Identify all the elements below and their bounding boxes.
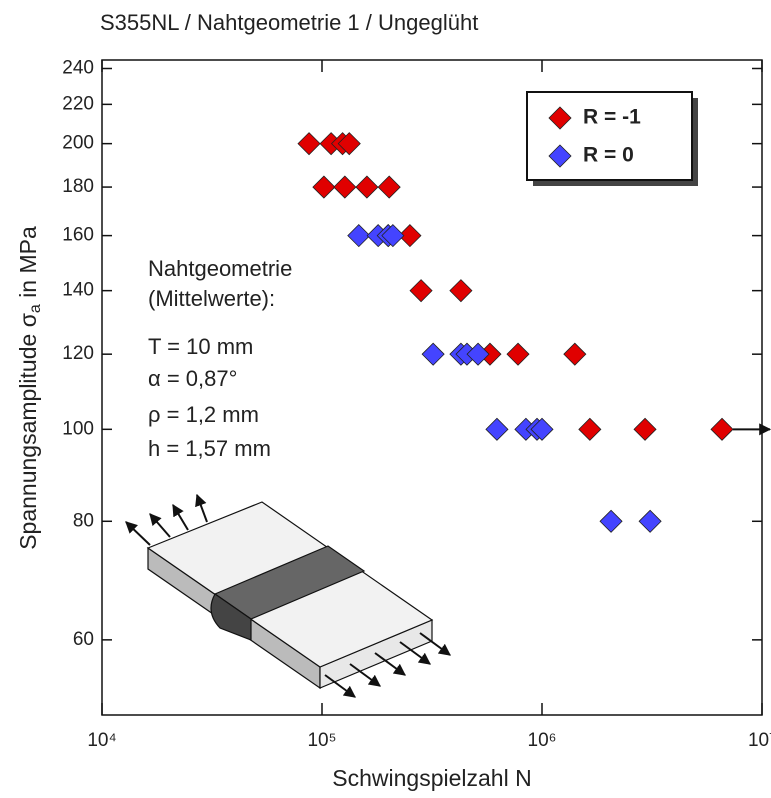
y-label-sub: a (27, 304, 44, 313)
y-tick-label: 60 (73, 629, 94, 650)
y-tick-label: 160 (62, 225, 94, 246)
annotation: T = 10 mm (148, 334, 253, 359)
y-tick-label: 180 (62, 176, 94, 197)
annotation-group: Nahtgeometrie (Mittelwerte): T = 10 mm α = … (148, 256, 292, 461)
data-point (421, 342, 445, 366)
y-tick-label: 140 (62, 280, 94, 301)
data-point (638, 509, 662, 533)
chart-title: S355NL / Nahtgeometrie 1 / Ungeglüht (100, 10, 478, 35)
annotation: (Mittelwerte): (148, 286, 275, 311)
data-point (409, 279, 433, 303)
legend-label: R = -1 (583, 106, 641, 129)
data-point (355, 175, 379, 199)
y-label-part: in MPa (15, 226, 41, 304)
data-point (398, 224, 422, 248)
data-point (633, 417, 657, 441)
annotation: ρ = 1,2 mm (148, 402, 259, 427)
x-axis-label: Schwingspielzahl N (332, 765, 531, 791)
data-point (449, 279, 473, 303)
y-tick-label: 120 (62, 343, 94, 364)
data-point (530, 417, 554, 441)
data-point (599, 509, 623, 533)
data-point (485, 417, 509, 441)
y-tick-label: 80 (73, 510, 94, 531)
data-point (506, 342, 530, 366)
plot-frame (101, 59, 763, 716)
data-point (563, 342, 587, 366)
y-tick-label: 100 (62, 418, 94, 439)
data-point (337, 132, 361, 156)
legend-marker (548, 144, 572, 168)
data-point (297, 132, 321, 156)
legend-box (526, 91, 693, 181)
data-point (377, 175, 401, 199)
data-point (578, 417, 602, 441)
y-tick-label: 200 (62, 133, 94, 154)
annotation: Nahtgeometrie (148, 256, 292, 281)
y-axis-label: Spannungsamplitude σa in MPa (15, 226, 44, 550)
data-point (347, 224, 371, 248)
data-point (312, 175, 336, 199)
x-tick-label: 10⁵ (307, 730, 336, 751)
legend-marker (548, 106, 572, 130)
y-label-part: Spannungsamplitude σ (15, 313, 41, 550)
annotation: h = 1,57 mm (148, 436, 271, 461)
data-point (710, 417, 734, 441)
y-tick-label: 220 (62, 93, 94, 114)
x-tick-label: 10⁶ (528, 730, 557, 751)
x-tick-label: 10⁴ (87, 730, 116, 751)
specimen-drawing (125, 493, 451, 698)
y-tick-label: 240 (62, 58, 94, 79)
data-point (333, 175, 357, 199)
legend-label: R = 0 (583, 144, 634, 167)
data-point (466, 342, 490, 366)
x-tick-label: 10⁷ (748, 730, 771, 751)
data-point (381, 224, 405, 248)
annotation: α = 0,87° (148, 366, 237, 391)
